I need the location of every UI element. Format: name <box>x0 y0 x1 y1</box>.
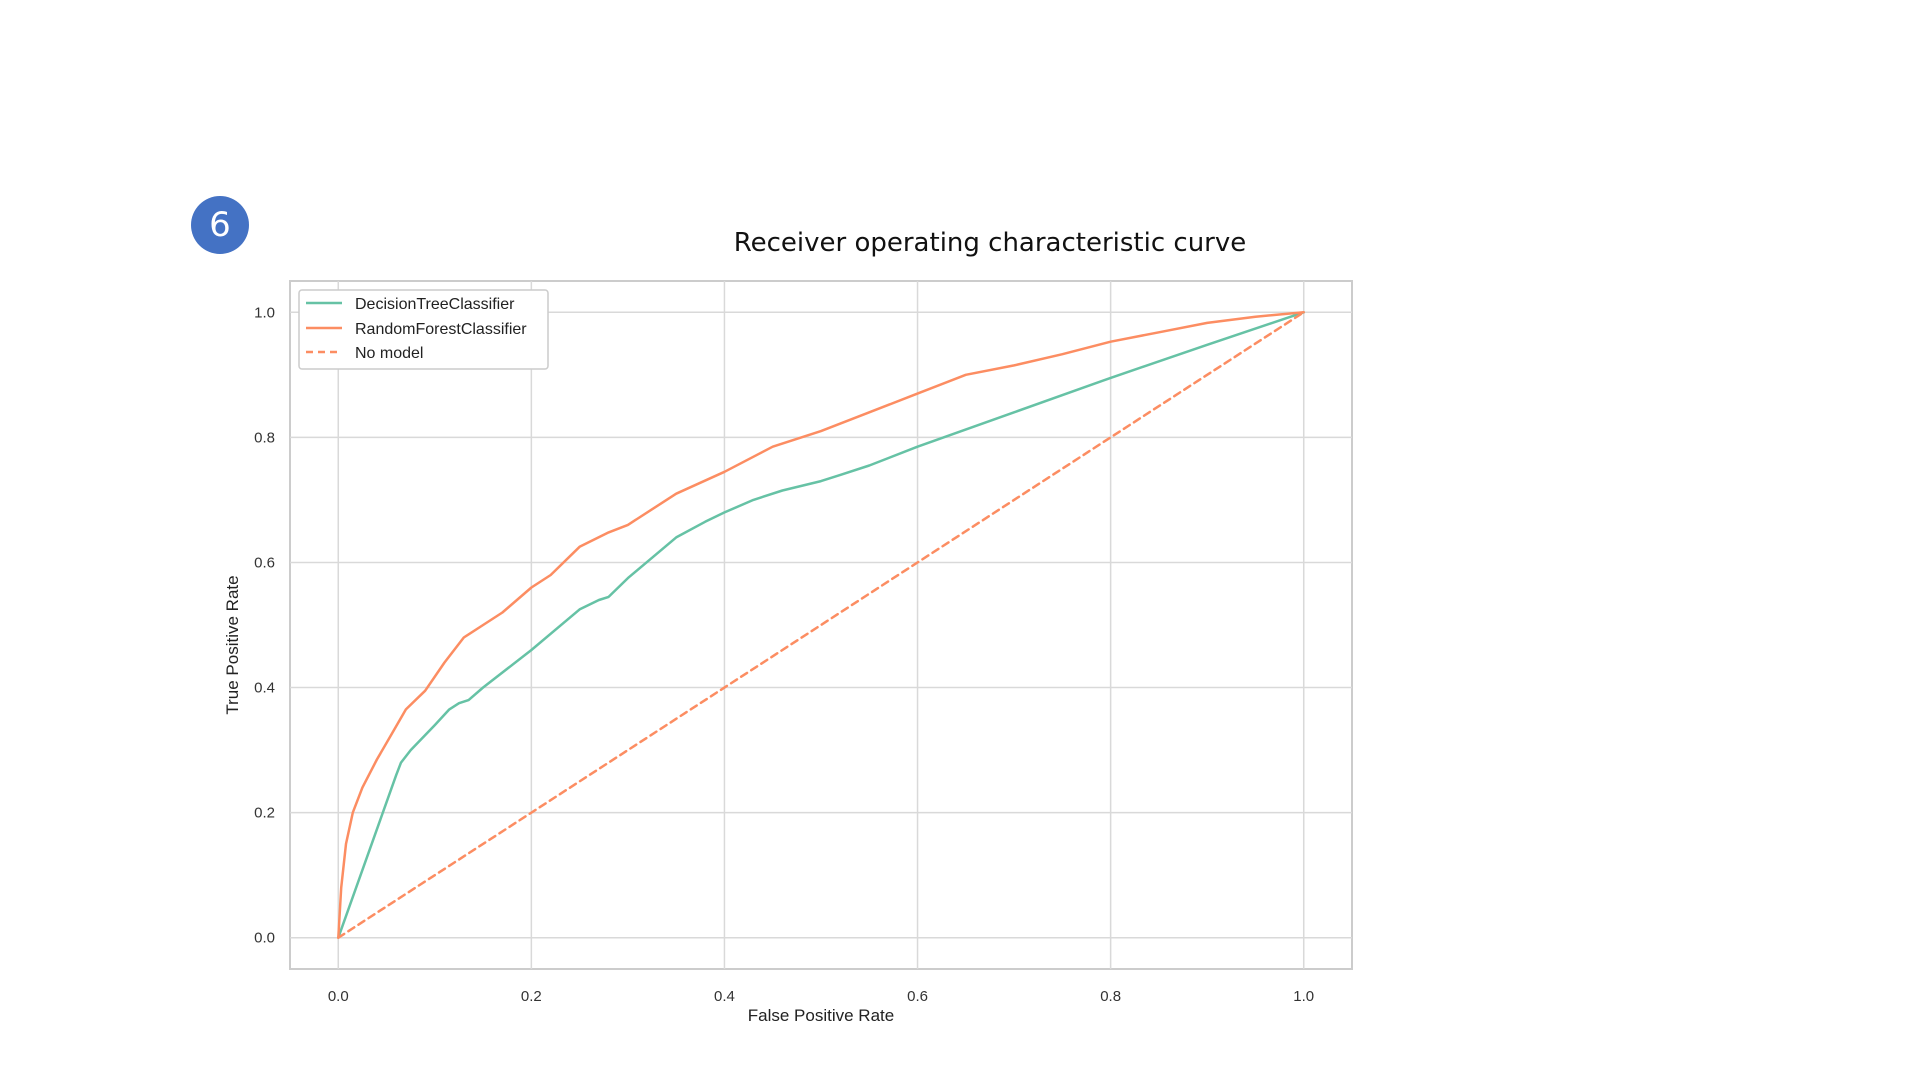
legend-frame <box>298 289 549 370</box>
y-tick-label: 0.4 <box>254 680 275 697</box>
x-tick-label: 1.0 <box>1293 988 1314 1005</box>
chart-title: Receiver operating characteristic curve <box>733 228 1247 258</box>
no-model-baseline-line <box>337 311 1305 939</box>
x-tick-label: 0.8 <box>1100 988 1121 1005</box>
legend: DecisionTreeClassifier RandomForestClass… <box>298 289 549 370</box>
y-tick-label: 0.8 <box>254 429 275 446</box>
legend-label-no-model: No model <box>355 345 423 362</box>
x-axis-label: False Positive Rate <box>748 1006 894 1025</box>
legend-label-random-forest: RandomForestClassifier <box>355 321 527 338</box>
series-lines <box>337 311 1305 939</box>
decision-tree-roc-line <box>337 311 1305 939</box>
x-tick-label: 0.2 <box>521 988 542 1005</box>
y-tick-label: 1.0 <box>254 304 275 321</box>
y-tick-label: 0.2 <box>254 805 275 822</box>
tick-labels: 0.0 0.2 0.4 0.6 0.8 1.0 0.0 0.2 0.4 0.6 0.8 1.0 <box>254 304 1314 1005</box>
slide-number-badge: 6 <box>191 196 249 254</box>
grid-lines <box>290 281 1352 969</box>
y-tick-label: 0.0 <box>254 930 275 947</box>
random-forest-roc-line <box>337 311 1305 939</box>
legend-label-decision-tree: DecisionTreeClassifier <box>355 296 515 313</box>
x-tick-label: 0.6 <box>907 988 928 1005</box>
x-tick-label: 0.4 <box>714 988 735 1005</box>
y-axis-label: True Positive Rate <box>223 575 242 714</box>
x-tick-label: 0.0 <box>328 988 349 1005</box>
y-tick-label: 0.6 <box>254 554 275 571</box>
